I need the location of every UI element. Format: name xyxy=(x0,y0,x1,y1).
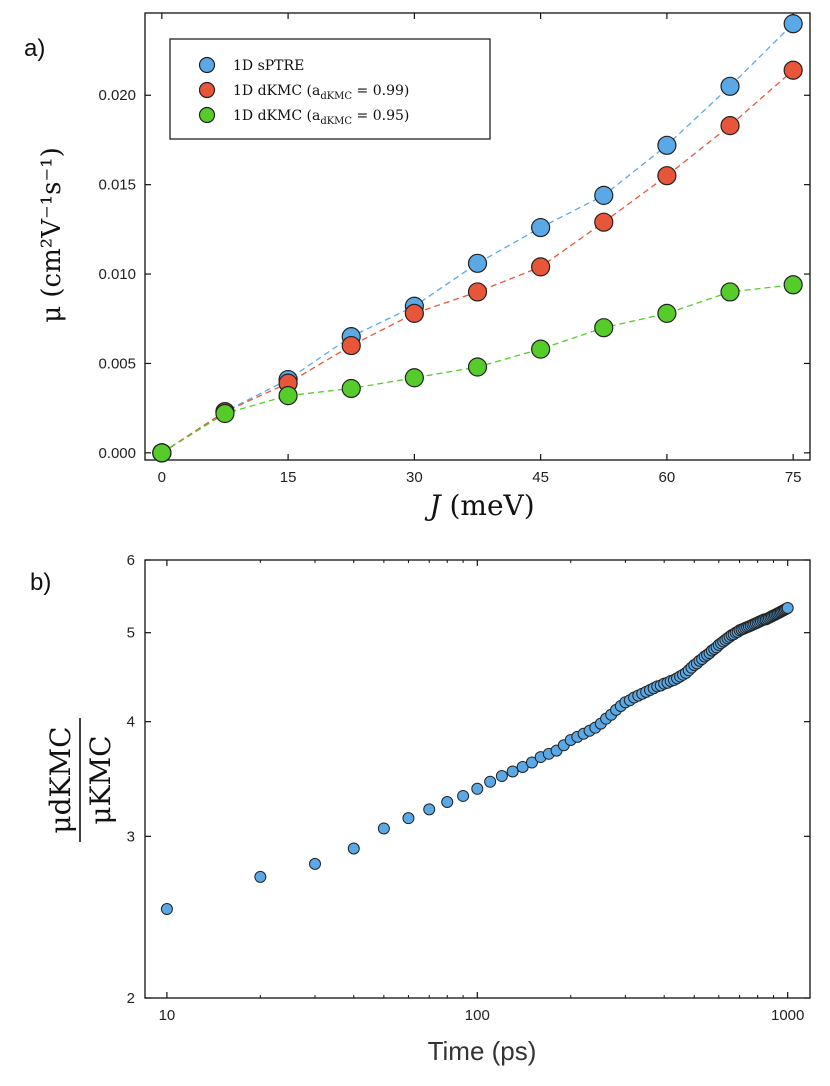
panel-b-ytick-label: 6 xyxy=(127,552,135,569)
ratio-point xyxy=(441,795,454,808)
panel-b-ytick-label: 3 xyxy=(127,828,135,845)
panel-a-ylabel: μ (cm²V⁻¹s⁻¹) xyxy=(37,147,67,323)
legend-box xyxy=(169,38,491,140)
series-1-point xyxy=(404,303,424,323)
panel-b-xlabel: Time (ps) xyxy=(428,1036,537,1066)
panel-a-xtick-label: 75 xyxy=(785,469,802,486)
ratio-point xyxy=(423,803,436,816)
ratio-point xyxy=(495,770,508,783)
series-1-point xyxy=(531,257,551,277)
series-2-point xyxy=(594,318,614,338)
ratio-point xyxy=(254,870,267,883)
legend-label-sptre: 1D sPTRE xyxy=(233,58,304,74)
panel-b-xtick-label: 100 xyxy=(465,1007,490,1024)
panel-a-points xyxy=(152,14,803,463)
panel-b: b) 10 100 1000 2 3 4 5 6 Time (ps) μdKMC μKMC xyxy=(30,552,811,1066)
panel-b-ytick-label: 5 xyxy=(127,625,135,642)
panel-b-points xyxy=(160,601,794,916)
ratio-point xyxy=(457,789,470,802)
panel-b-ylabel-numerator: μdKMC xyxy=(44,726,77,833)
series-2-point xyxy=(657,303,677,323)
legend: 1D sPTRE 1D dKMC (adKMC = 0.99) 1D dKMC … xyxy=(169,38,491,140)
ratio-point xyxy=(402,812,415,825)
series-0-point xyxy=(783,14,803,34)
panel-a-frame xyxy=(144,12,811,461)
panel-a-ytick-label: 0.020 xyxy=(98,87,136,104)
panel-a-ytick-label: 0.000 xyxy=(98,445,136,462)
series-1-point xyxy=(783,60,803,80)
ratio-point xyxy=(309,857,322,870)
ratio-point xyxy=(484,775,497,788)
series-1-point xyxy=(594,212,614,232)
ratio-point xyxy=(781,601,794,614)
panel-b-ytick-label: 4 xyxy=(127,714,135,731)
panel-a-ytick-label: 0.005 xyxy=(98,355,136,372)
panel-b-ylabel-denominator: μKMC xyxy=(84,735,117,824)
series-2-point xyxy=(531,339,551,359)
legend-marker-dkmc-099 xyxy=(198,81,216,99)
ratio-point xyxy=(471,782,484,795)
panel-a-xtick-label: 0 xyxy=(158,469,166,486)
legend-marker-dkmc-095 xyxy=(198,106,216,124)
panel-a-ytick-label: 0.010 xyxy=(98,266,136,283)
ratio-point xyxy=(347,842,360,855)
series-0-point xyxy=(467,253,488,273)
series-2-point xyxy=(278,386,298,406)
series-2-point xyxy=(720,282,740,302)
ratio-point xyxy=(525,756,538,769)
ratio-point xyxy=(377,822,390,835)
series-2-point xyxy=(215,403,235,424)
series-1-point xyxy=(467,282,488,302)
panel-b-ylabel: μdKMC μKMC xyxy=(44,718,117,842)
panel-a-ticks: 0 15 30 45 60 75 0.000 0.005 0.010 0.015 0.020 xyxy=(98,13,810,486)
panel-b-label: b) xyxy=(30,569,51,596)
panel-a-xtick-label: 60 xyxy=(659,469,676,486)
panel-b-ticks: 10 100 1000 2 3 4 5 6 xyxy=(127,552,810,1024)
series-line-0 xyxy=(161,23,794,454)
ratio-point xyxy=(506,765,519,778)
series-2-point xyxy=(783,275,803,295)
series-2-point xyxy=(341,378,361,399)
series-2-point xyxy=(404,368,424,388)
series-2-point xyxy=(152,443,172,463)
series-0-point xyxy=(594,185,614,205)
legend-marker-sptre xyxy=(198,56,216,74)
panel-a-xlabel: J (meV) xyxy=(424,489,534,522)
panel-a-ytick-label: 0.015 xyxy=(98,177,136,194)
panel-a-xtick-label: 15 xyxy=(280,469,297,486)
series-1-point xyxy=(720,116,740,136)
panel-a-label: a) xyxy=(24,35,45,62)
legend-label-dkmc-099: 1D dKMC (adKMC = 0.99) xyxy=(233,83,409,102)
panel-b-xtick-label: 1000 xyxy=(771,1007,804,1024)
panel-b-xtick-label: 10 xyxy=(159,1007,176,1024)
series-0-point xyxy=(720,76,740,96)
panel-a-xtick-label: 30 xyxy=(406,469,423,486)
ratio-point xyxy=(160,903,173,916)
panel-a: a) 0 15 30 45 60 750.0000.0050.0100.0150.020 … xyxy=(24,12,811,522)
series-1-point xyxy=(657,166,677,186)
legend-label-dkmc-095: 1D dKMC (adKMC = 0.95) xyxy=(233,108,409,127)
series-0-point xyxy=(657,135,677,155)
series-1-point xyxy=(341,335,361,356)
panel-b-frame xyxy=(144,559,811,999)
series-2-point xyxy=(467,357,488,377)
panel-a-xtick-label: 45 xyxy=(532,469,549,486)
panel-b-ytick-label: 2 xyxy=(127,990,135,1007)
series-0-point xyxy=(531,217,551,238)
